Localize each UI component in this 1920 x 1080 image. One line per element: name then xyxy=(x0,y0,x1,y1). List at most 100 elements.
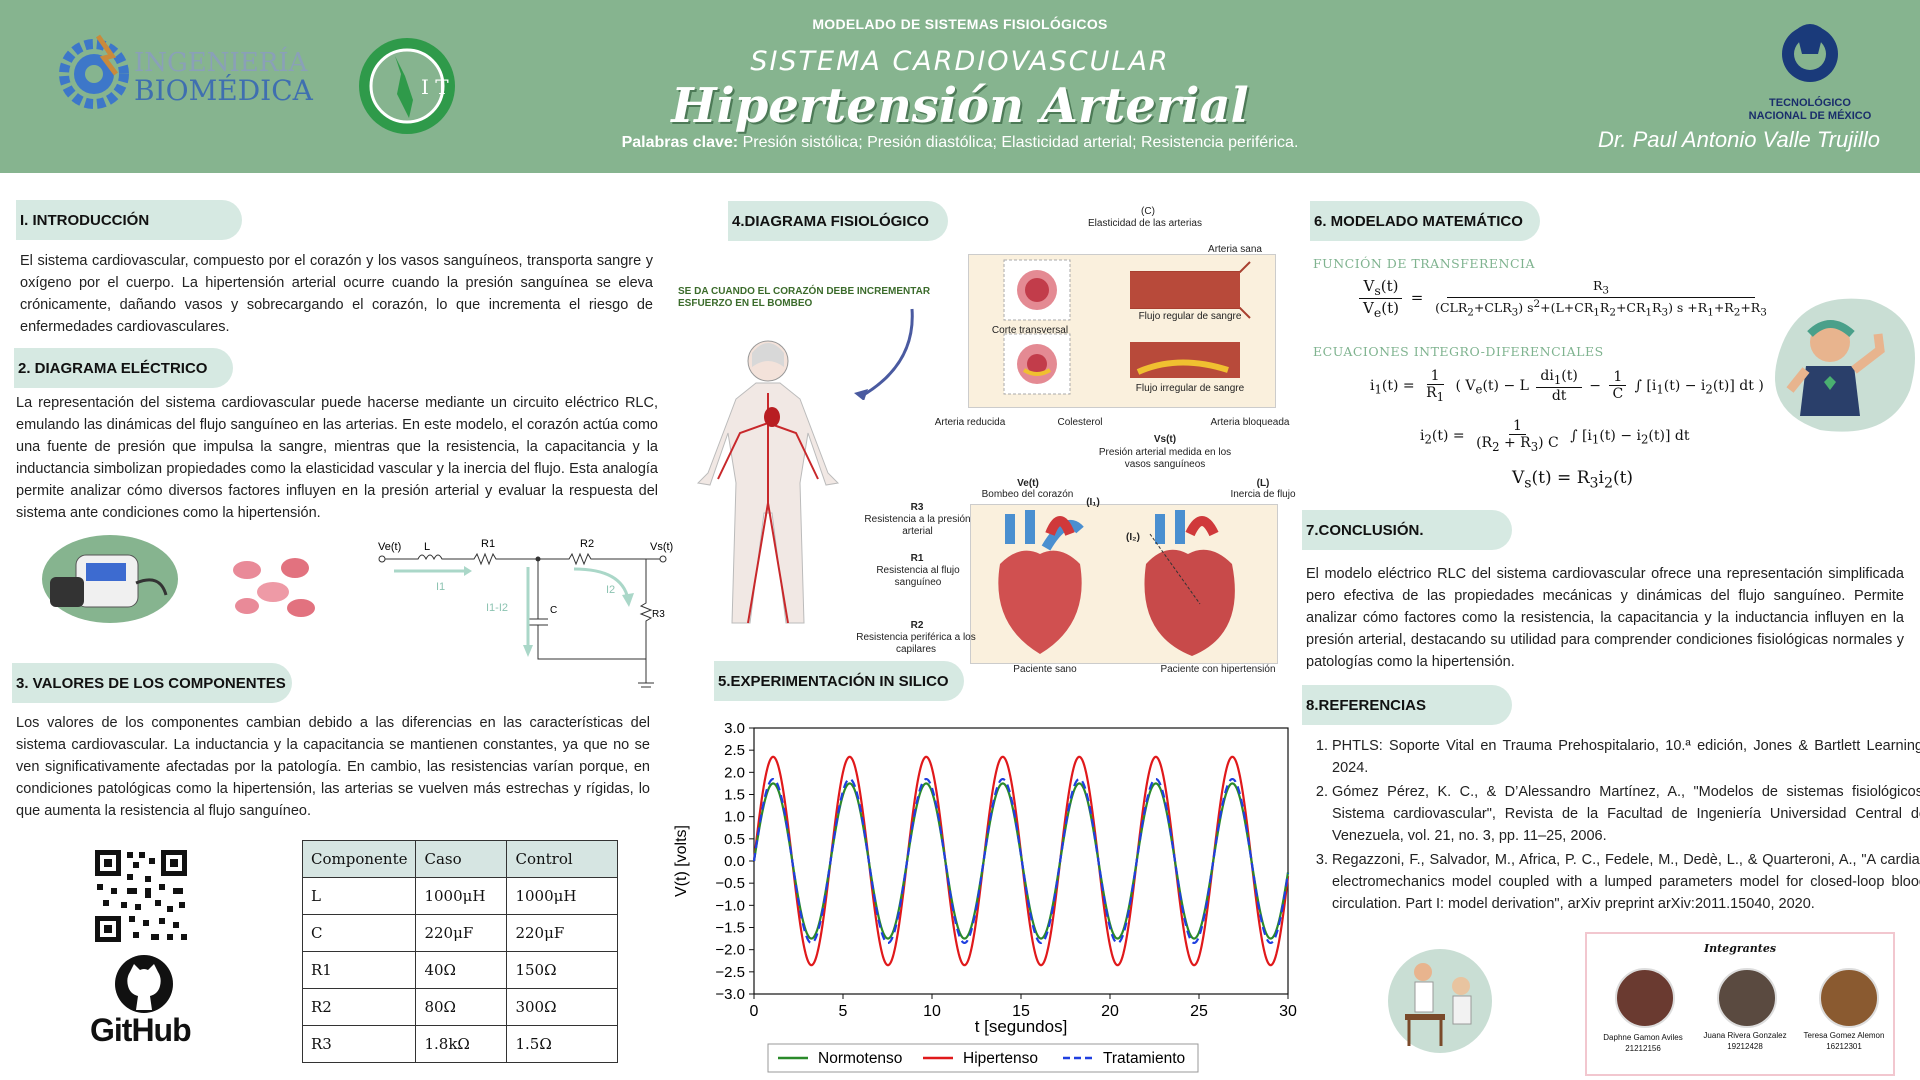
equation-vs: Vs(t) = R3i2(t) xyxy=(1512,468,1634,492)
table-header-row: Componente Caso Control xyxy=(301,840,619,878)
chart-y-tick-label: 1.0 xyxy=(724,809,745,826)
healthy-artery-label: Arteria sana xyxy=(1208,244,1262,255)
l-desc: Inercia de flujo xyxy=(1230,489,1296,500)
table-cell: 220μF xyxy=(506,914,619,952)
circuit-r2-label: R2 xyxy=(580,538,594,550)
chart-legend-label: Tratamiento xyxy=(1103,1050,1185,1067)
regular-flow-label: Flujo regular de sangre xyxy=(1138,311,1242,322)
team-box: Integrantes Daphne Gamon Aviles 21212156 … xyxy=(1585,932,1895,1076)
section-physio-title: 4.DIAGRAMA FISIOLÓGICO xyxy=(728,201,948,241)
electric-text: La representación del sistema cardiovasc… xyxy=(16,395,658,521)
chart-y-tick-label: −2.0 xyxy=(715,942,745,959)
l-label: (L) xyxy=(1256,478,1270,489)
course-name: MODELADO DE SISTEMAS FISIOLÓGICOS xyxy=(812,16,1108,32)
chart-y-tick-label: −1.5 xyxy=(715,920,745,937)
table-cell: L xyxy=(301,877,417,915)
team-member: Juana Rivera Gonzalez 19212428 xyxy=(1703,1031,1787,1051)
blocked-artery-label: Arteria bloqueada xyxy=(1210,417,1290,428)
table-cell: R3 xyxy=(301,1025,417,1063)
table-cell: 1000μH xyxy=(506,877,619,915)
elasticity-label: Elasticidad de las arterias xyxy=(1088,218,1202,229)
chart-y-axis-label: V(t) [volts] xyxy=(673,825,690,897)
vs-label: Vs(t) xyxy=(1153,434,1177,445)
author-name: Dr. Paul Antonio Valle Trujillo xyxy=(1597,127,1880,152)
chart-y-tick-label: −0.5 xyxy=(715,875,745,892)
reference-item: PHTLS: Soporte Vital en Trauma Prehospit… xyxy=(1332,735,1920,779)
table-cell: C xyxy=(301,914,417,952)
avatar xyxy=(1717,968,1777,1028)
circuit-i1i2-label: I1-I2 xyxy=(486,602,508,614)
chart-y-tick-label: 2.0 xyxy=(724,764,745,781)
chart-y-tick-label: −1.0 xyxy=(715,897,745,914)
table-row: R2 80Ω 300Ω xyxy=(301,988,619,1026)
chart-y-tick-label: 0.5 xyxy=(724,831,745,848)
equation-i2: i2(t) = 1 (R2 + R3) C ∫ [i1(t) − i2(t)] d… xyxy=(1420,418,1690,454)
circuit-r3-label: R3 xyxy=(652,609,665,620)
keywords-line: Palabras clave: Presión sistólica; Presi… xyxy=(621,134,1299,151)
table-cell: 220μF xyxy=(415,914,508,952)
transfer-function-label: FUNCIÓN DE TRANSFERENCIA xyxy=(1313,256,1536,271)
circuit-i2-label: I2 xyxy=(606,584,615,596)
intro-text: El sistema cardiovascular, compuesto por… xyxy=(20,253,653,335)
avatar xyxy=(1615,968,1675,1028)
biomedical-logo-text: INGENIERÍA BIOMÉDICA xyxy=(134,48,313,107)
chart-x-tick-label: 10 xyxy=(923,1003,941,1020)
curved-arrow-icon xyxy=(854,308,914,400)
table-row: L 1000μH 1000μH xyxy=(301,877,619,915)
r3-label: R3 xyxy=(910,502,924,513)
ve-desc: Bombeo del corazón xyxy=(981,489,1074,500)
ve-label: Ve(t) xyxy=(1017,478,1039,489)
r2-label: R2 xyxy=(910,620,924,631)
healthy-patient-label: Paciente sano xyxy=(1013,664,1077,675)
github-label[interactable]: GitHub xyxy=(90,1012,192,1048)
section-intro-title: I. INTRODUCCIÓN xyxy=(16,200,242,240)
artery-illustrations xyxy=(1003,259,1251,395)
chart-legend-label: Hipertenso xyxy=(963,1050,1038,1067)
chart-y-tick-label: 2.5 xyxy=(724,742,745,759)
r3-desc: Resistencia a la presión arterial xyxy=(864,514,971,537)
chart-legend-box xyxy=(767,1043,1199,1073)
header-banner: INGENIERÍA BIOMÉDICA I T MODELADO DE SIS… xyxy=(0,0,1920,173)
woman-exercising-illustration xyxy=(1775,298,1915,432)
transfer-function-equation: Vs(t) Ve(t) = R3 (CLR2+CLR3) s2+(L+CR1R2+C… xyxy=(1356,277,1774,320)
vs-desc: Presión arterial medida en los vasos san… xyxy=(1098,447,1232,470)
cholesterol-label: Colesterol xyxy=(1057,417,1103,428)
table-cell: R1 xyxy=(301,951,417,989)
avatar xyxy=(1819,968,1879,1028)
chart-x-tick-label: 25 xyxy=(1190,1003,1208,1020)
effort-note: SE DA CUANDO EL CORAZÓN DEBE INCREMENTAR… xyxy=(678,286,931,309)
section-references-title: 8.REFERENCIAS xyxy=(1302,685,1512,725)
github-icon[interactable] xyxy=(112,954,176,1014)
chart-x-axis-label: t [segundos] xyxy=(975,1017,1068,1036)
chart-x-tick-label: 15 xyxy=(1012,1003,1030,1020)
table-cell: 40Ω xyxy=(415,951,508,989)
chart-series-line-normotenso xyxy=(752,782,1290,940)
chart-series-line-tratamiento xyxy=(752,777,1290,945)
heart-illustrations xyxy=(998,510,1235,656)
table-cell: 300Ω xyxy=(506,988,619,1026)
hyper-patient-label: Paciente con hipertensión xyxy=(1160,664,1276,675)
tecnm-logo-text: TECNOLÓGICO NACIONAL DE MÉXICO xyxy=(1748,97,1872,122)
table-header-cell: Caso xyxy=(415,840,508,878)
table-row: R1 40Ω 150Ω xyxy=(301,951,619,989)
chart-legend: Normotenso Hipertenso Tratamiento xyxy=(767,1043,1199,1073)
section-electric-title: 2. DIAGRAMA ELÉCTRICO xyxy=(14,348,233,388)
rlc-circuit-diagram: Ve(t) L R1 R2 Vs(t) C R3 I1 I1-I2 I2 xyxy=(378,538,673,688)
table-cell: 80Ω xyxy=(415,988,508,1026)
chart-y-tick-label: −3.0 xyxy=(715,986,745,1003)
table-header-cell: Control xyxy=(506,840,619,878)
section-conclusion-title: 7.CONCLUSIÓN. xyxy=(1302,510,1512,550)
r1-desc: Resistencia al flujo sanguíneo xyxy=(876,565,960,588)
qr-code-icon[interactable] xyxy=(93,848,189,944)
values-text: Los valores de los componentes cambian d… xyxy=(16,715,650,819)
circuit-vs-label: Vs(t) xyxy=(650,541,673,553)
team-member: Teresa Gomez Alemon 16212301 xyxy=(1803,1031,1885,1051)
conclusion-text: El modelo eléctrico RLC del sistema card… xyxy=(1306,566,1904,670)
page-title: Hipertensión Arterial xyxy=(671,78,1249,134)
biomedical-gear-logo xyxy=(59,34,129,109)
section-math-title: 6. MODELADO MATEMÁTICO xyxy=(1310,201,1540,241)
section-insilico-title: 5.EXPERIMENTACIÓN IN SILICO xyxy=(714,661,964,701)
chart-y-tick-label: 3.0 xyxy=(724,720,745,737)
